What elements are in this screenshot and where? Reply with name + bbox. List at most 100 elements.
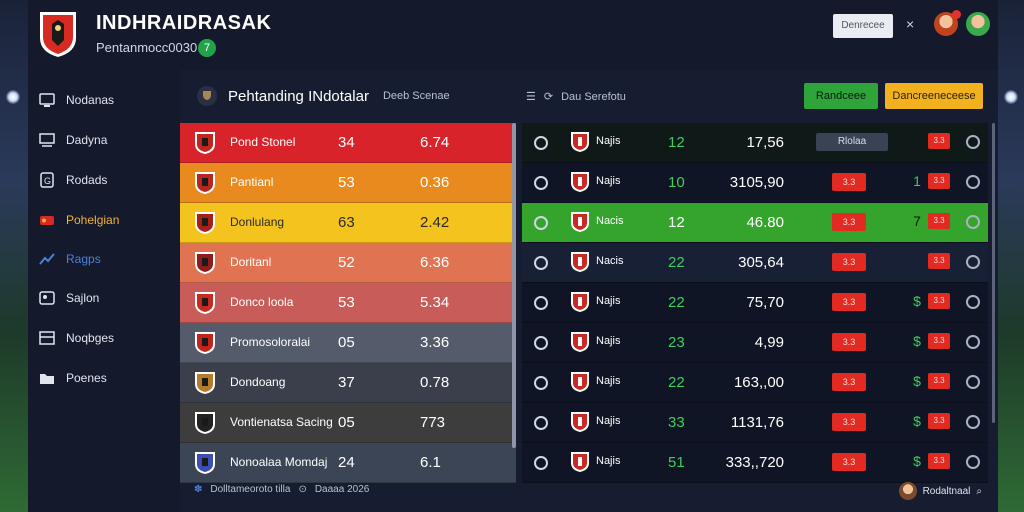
- odds-chip-small[interactable]: 3.3: [928, 173, 950, 189]
- team-stat: 24: [338, 454, 355, 471]
- table-row[interactable]: Promosoloralai 05 3.36: [180, 323, 516, 363]
- odds-chip-small[interactable]: 3.3: [928, 333, 950, 349]
- trend-marker: $: [913, 293, 921, 309]
- select-radio[interactable]: [534, 256, 548, 270]
- subtitle-badge[interactable]: 7: [198, 39, 216, 57]
- table-row[interactable]: Najis 12 17,56 Rlolaa 3.3: [522, 123, 988, 163]
- info-icon[interactable]: [966, 255, 980, 269]
- odds-chip[interactable]: 3.3: [832, 293, 866, 311]
- table-row[interactable]: Pantianl 53 0.36: [180, 163, 516, 203]
- table-row[interactable]: Nonoalaa Momdaj 24 6.1: [180, 443, 516, 483]
- odds-chip-small[interactable]: 3.3: [928, 373, 950, 389]
- filter-control[interactable]: ☰ ⟳ Dau Serefotu: [526, 90, 626, 104]
- info-icon[interactable]: [966, 135, 980, 149]
- table-row[interactable]: Nacis 22 305,64 3.3 3.3: [522, 243, 988, 283]
- info-icon[interactable]: [966, 175, 980, 189]
- odds-chip-small[interactable]: 3.3: [928, 293, 950, 309]
- table-row[interactable]: Najis 10 3105,90 3.3 1 3.3: [522, 163, 988, 203]
- right-scrollbar[interactable]: [992, 123, 995, 423]
- table-row[interactable]: Dondoang 37 0.78: [180, 363, 516, 403]
- select-radio[interactable]: [534, 176, 548, 190]
- info-icon[interactable]: [966, 335, 980, 349]
- odds-value: 75,70: [746, 294, 784, 311]
- table-row[interactable]: Vontienatsa Sacing 05 773: [180, 403, 516, 443]
- info-icon[interactable]: [966, 295, 980, 309]
- app-title: INDHRAIDRASAK: [96, 12, 272, 34]
- table-row[interactable]: Pond Stonel 34 6.74: [180, 123, 516, 163]
- header-button[interactable]: Denrecee: [833, 14, 893, 38]
- sidebar-item-noqbges[interactable]: Noqbges: [38, 324, 178, 352]
- info-icon[interactable]: [966, 375, 980, 389]
- table-row[interactable]: Donco loola 53 5.34: [180, 283, 516, 323]
- table-row[interactable]: Najis 22 163,,00 3.3 $3.3: [522, 363, 988, 403]
- sidebar-item-rodads[interactable]: G Rodads: [38, 166, 178, 194]
- odds-chip[interactable]: 3.3: [832, 413, 866, 431]
- odds-chip-small[interactable]: 3.3: [928, 133, 950, 149]
- sidebar-item-nodanas[interactable]: Nodanas: [38, 86, 178, 114]
- select-radio[interactable]: [534, 296, 548, 310]
- footer-avatar[interactable]: [898, 482, 917, 500]
- table-row[interactable]: Najis 23 4,99 3.3 $3.3: [522, 323, 988, 363]
- odds-chip-small[interactable]: 3.3: [928, 413, 950, 429]
- sidebar-item-label: Noqbges: [66, 331, 115, 345]
- odds-chip-small[interactable]: 3.3: [928, 253, 950, 269]
- odds-chip[interactable]: 3.3: [832, 173, 866, 191]
- info-icon[interactable]: [966, 455, 980, 469]
- odds-chip[interactable]: 3.3: [832, 253, 866, 271]
- close-icon[interactable]: ×: [906, 16, 915, 32]
- match-count: 23: [668, 334, 685, 351]
- info-icon[interactable]: [966, 215, 980, 229]
- team-crest-icon: [571, 292, 589, 312]
- table-row[interactable]: Nacis 12 46.80 3.3 7 3.3: [522, 203, 988, 243]
- match-count: 12: [668, 214, 685, 231]
- team-crest-icon: [195, 172, 215, 194]
- trend-marker: $: [913, 333, 921, 349]
- table-row[interactable]: Najis 33 1131,76 3.3 $3.3: [522, 403, 988, 443]
- odds-table: Najis 12 17,56 Rlolaa 3.3 Najis 10 3105,90 3.3 1 3…: [522, 123, 988, 483]
- search-icon[interactable]: ⌕: [976, 485, 982, 497]
- trend-marker: $: [913, 373, 921, 389]
- club-logo-icon[interactable]: [38, 10, 78, 58]
- match-count: 51: [668, 454, 685, 471]
- select-radio[interactable]: [534, 456, 548, 470]
- select-radio[interactable]: [534, 216, 548, 230]
- info-icon[interactable]: [966, 415, 980, 429]
- sidebar-item-poenes[interactable]: Poenes: [38, 364, 178, 392]
- primary-green-button[interactable]: Randceee: [804, 83, 878, 109]
- status-pill[interactable]: Rlolaa: [816, 133, 888, 151]
- select-radio[interactable]: [534, 336, 548, 350]
- odds-chip-small[interactable]: 3.3: [928, 453, 950, 469]
- sidebar-item-sajlon[interactable]: Sajlon: [38, 284, 178, 312]
- primary-yellow-button[interactable]: Dancreeneceese: [885, 83, 983, 109]
- footer-user-name[interactable]: Rodaltnaal: [922, 485, 971, 497]
- table-row[interactable]: Donlulang 63 2.42: [180, 203, 516, 243]
- team-stat: 63: [338, 214, 355, 231]
- odds-chip[interactable]: 3.3: [832, 333, 866, 351]
- sidebar-item-ragps[interactable]: Ragps: [38, 245, 178, 273]
- sidebar-item-dadyna[interactable]: Dadyna: [38, 126, 178, 154]
- team-name: Najis: [596, 295, 621, 307]
- trend-marker: $: [913, 453, 921, 469]
- odds-chip[interactable]: 3.3: [832, 373, 866, 391]
- odds-chip[interactable]: 3.3: [832, 453, 866, 471]
- select-radio[interactable]: [534, 376, 548, 390]
- table-row[interactable]: Najis 51 333,,720 3.3 $3.3: [522, 443, 988, 483]
- share-icon[interactable]: ✽: [194, 484, 203, 495]
- table-row[interactable]: Doritanl 52 6.36: [180, 243, 516, 283]
- team-rating: 6.1: [420, 454, 441, 471]
- team-name: Pantianl: [230, 175, 274, 189]
- select-radio[interactable]: [534, 416, 548, 430]
- table-row[interactable]: Najis 22 75,70 3.3 $3.3: [522, 283, 988, 323]
- team-name: Donco loola: [230, 295, 294, 309]
- main-panel: Pehtanding INdotalar Deeb Scenae ☰ ⟳ Dau…: [180, 70, 998, 512]
- settings-icon[interactable]: ⊙: [298, 484, 307, 495]
- trend-marker: 1: [913, 173, 921, 189]
- sidebar-item-label: Dadyna: [66, 133, 108, 147]
- friend-avatar[interactable]: [966, 12, 990, 36]
- odds-chip[interactable]: 3.3: [832, 213, 866, 231]
- sidebar-item-pohelgian[interactable]: Pohelgian: [38, 206, 178, 234]
- trend-marker: $: [913, 413, 921, 429]
- odds-chip-small[interactable]: 3.3: [928, 213, 950, 229]
- left-scrollbar[interactable]: [512, 123, 516, 448]
- select-radio[interactable]: [534, 136, 548, 150]
